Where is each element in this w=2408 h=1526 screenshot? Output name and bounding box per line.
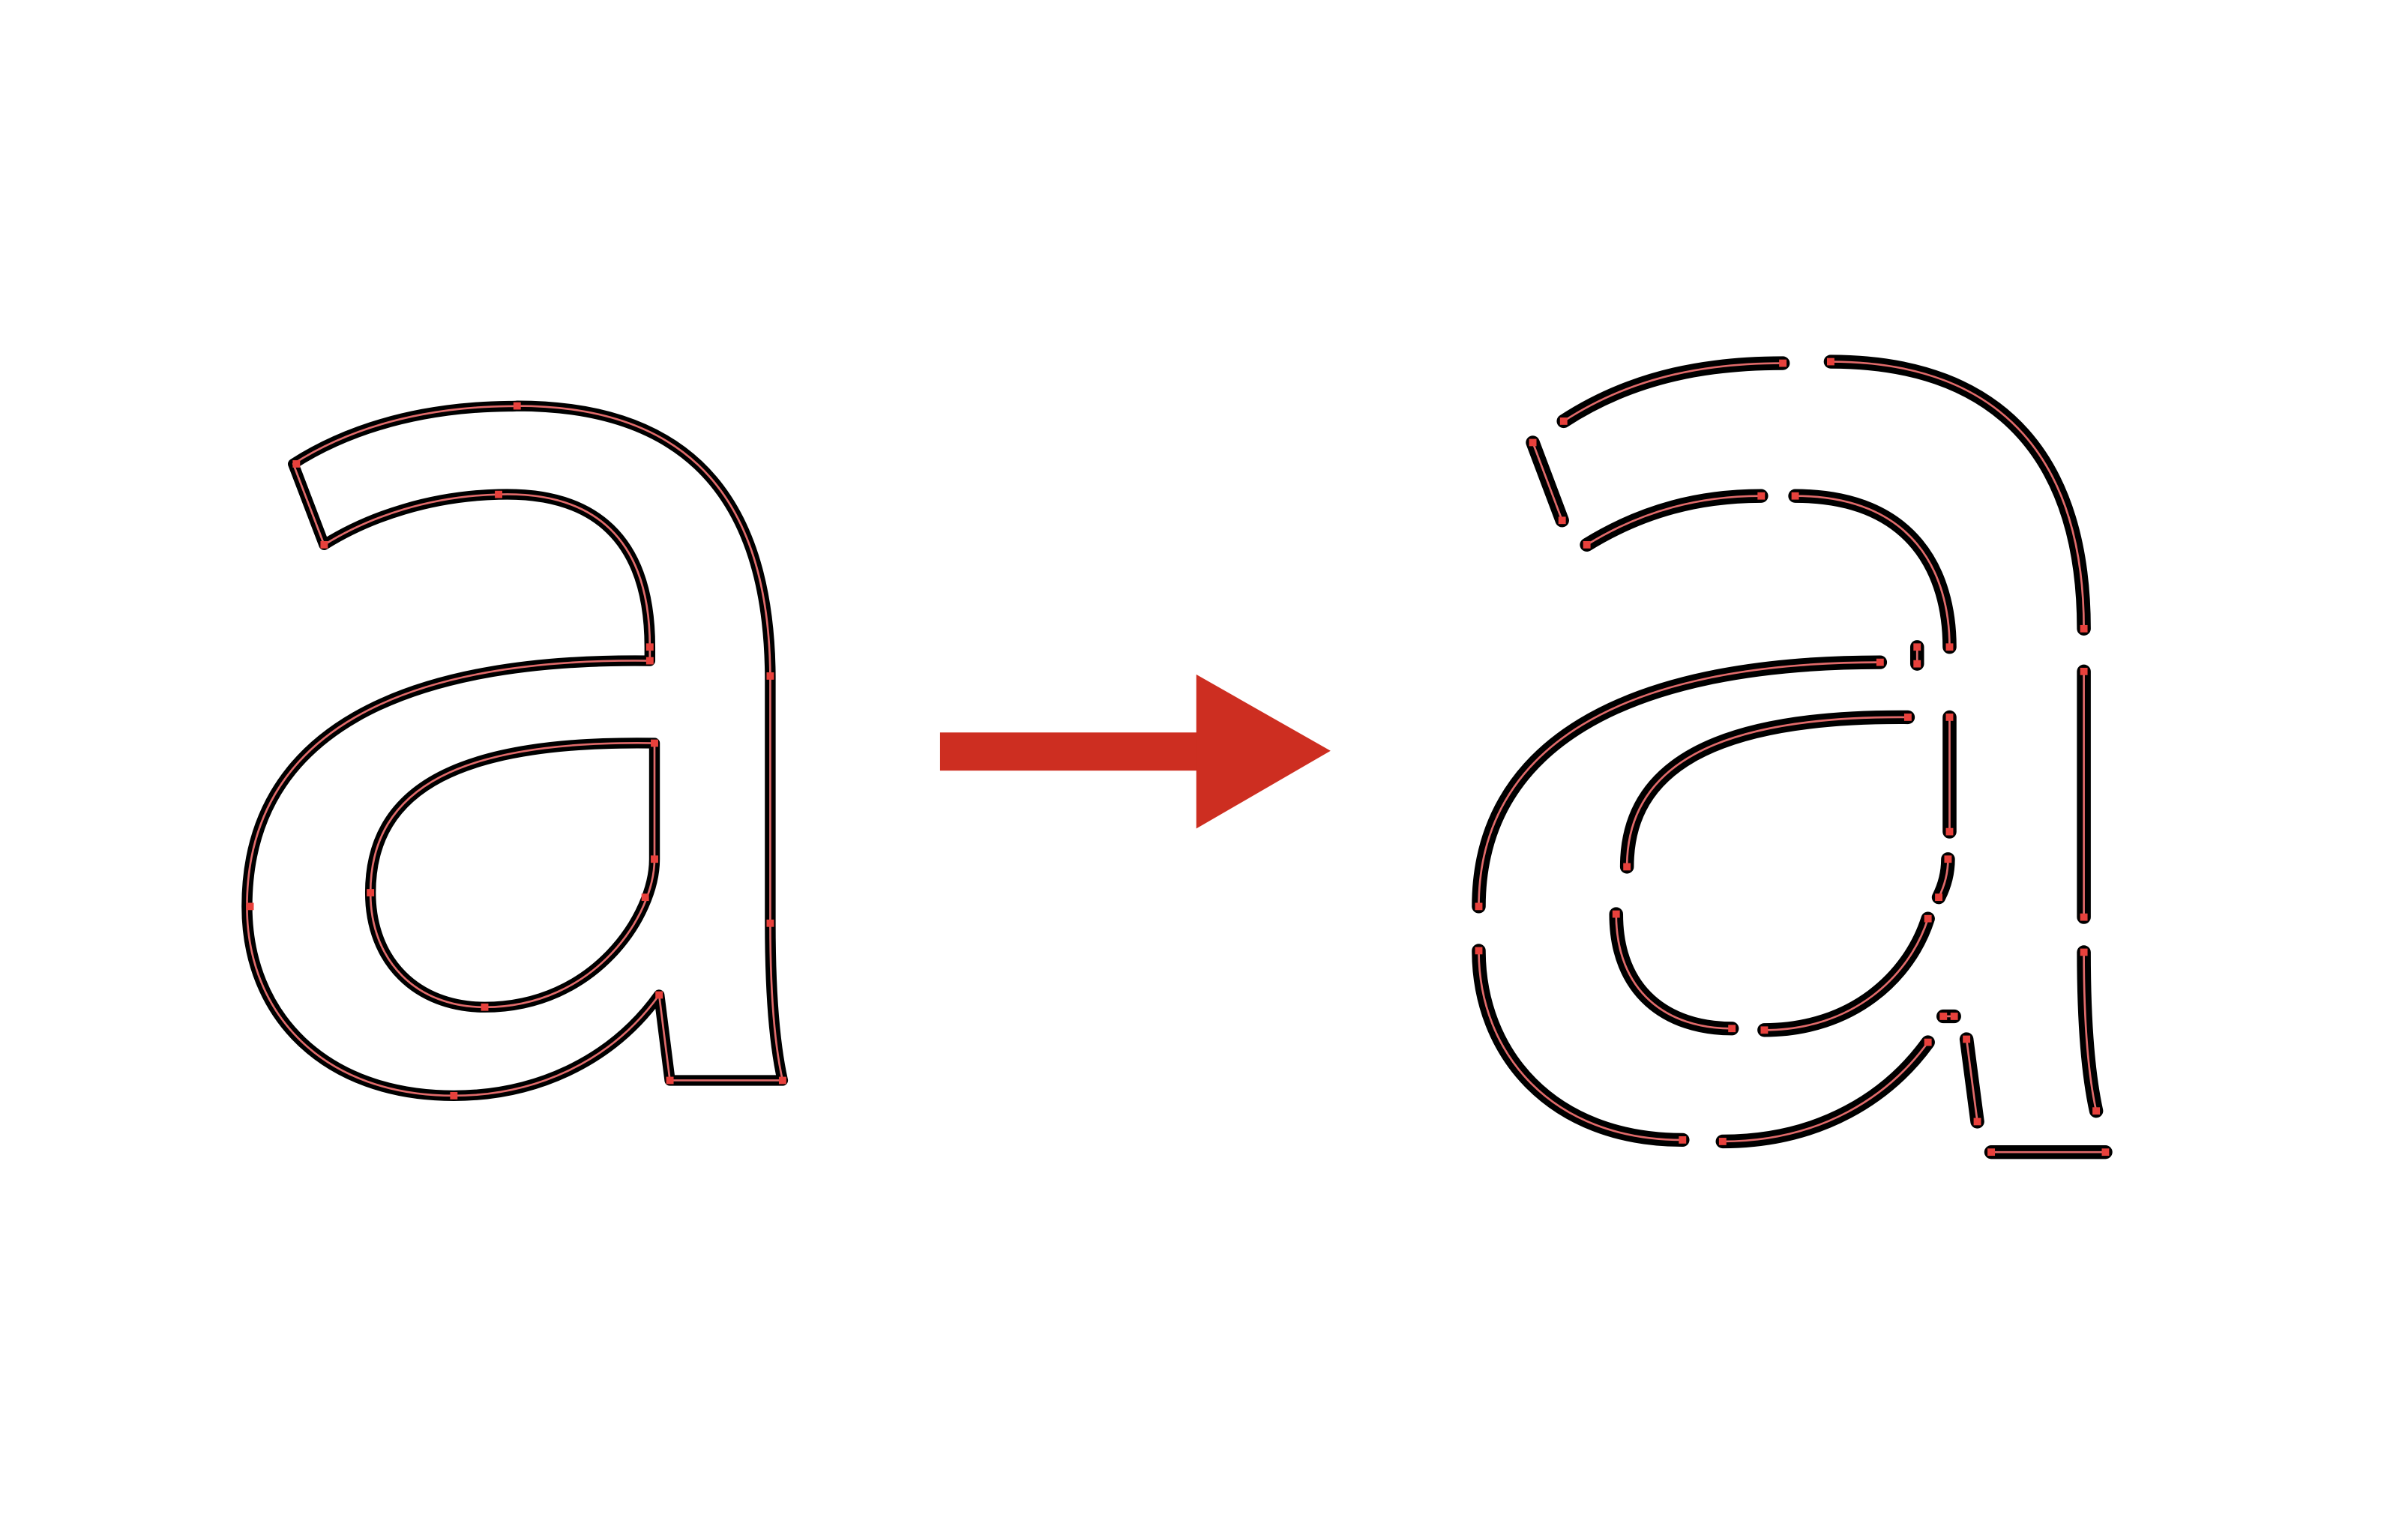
dash-segment — [1580, 489, 1769, 552]
dash-segment — [1931, 852, 1955, 905]
result-anchor-point — [1963, 1035, 1971, 1043]
source-anchor-point — [651, 855, 658, 863]
source-anchor-point — [645, 643, 654, 651]
result-anchor-point — [1612, 910, 1620, 918]
result-anchor-point — [1903, 714, 1912, 721]
result-anchor-point — [1529, 438, 1537, 447]
result-anchor-point — [1987, 1148, 1996, 1156]
right-arrow-icon — [939, 674, 1331, 829]
dash-segment — [2077, 945, 2104, 1118]
dash-segment — [1526, 435, 1569, 528]
result-anchor-point — [1718, 1138, 1727, 1145]
result-anchor-point — [1475, 947, 1483, 955]
dash-segment — [1619, 710, 1915, 874]
result-anchor-point — [1583, 540, 1591, 549]
result-anchor-point — [1924, 1038, 1932, 1046]
result-anchor-point — [1679, 1136, 1687, 1144]
result-glyph-dashed-outline — [1472, 355, 2113, 1159]
result-anchor-point — [1939, 1013, 1948, 1020]
source-anchor-point — [450, 1091, 458, 1100]
dash-segment — [1472, 944, 1690, 1147]
source-anchor-point — [766, 672, 774, 680]
result-anchor-point — [1945, 827, 1954, 836]
result-anchor-point — [1760, 1026, 1769, 1034]
result-anchor-point — [1913, 660, 1921, 668]
source-anchor-point — [651, 739, 658, 747]
result-anchor-point — [1944, 855, 1952, 863]
result-anchor-point — [1475, 902, 1483, 911]
dash-segment — [1472, 655, 1888, 914]
source-anchor-point — [495, 490, 502, 498]
result-anchor-point — [1945, 714, 1954, 721]
result-anchor-point — [1876, 658, 1884, 666]
result-anchor-point — [2080, 624, 2088, 633]
source-anchor-point — [641, 893, 649, 902]
dash-segment — [1757, 911, 1935, 1037]
result-anchor-point — [1827, 358, 1834, 366]
source-anchor-point — [766, 919, 774, 927]
source-anchor-point — [666, 1076, 674, 1085]
dash-segment — [1823, 355, 2091, 636]
source-glyph-anchor-points — [246, 402, 786, 1100]
result-anchor-point — [1973, 1118, 1981, 1126]
result-anchor-point — [2080, 948, 2088, 956]
result-anchor-point — [1779, 359, 1787, 367]
source-anchor-point — [645, 657, 654, 665]
result-anchor-point — [1791, 492, 1799, 500]
source-anchor-point — [655, 991, 663, 999]
result-anchor-point — [1945, 643, 1954, 651]
dash-segment — [1959, 1032, 1984, 1129]
source-anchor-point — [246, 902, 254, 911]
dash-segment — [1609, 907, 1739, 1036]
source-anchor-point — [320, 540, 328, 549]
source-anchor-point — [778, 1076, 786, 1085]
result-anchor-point — [1728, 1025, 1736, 1033]
source-anchor-point — [367, 889, 375, 896]
result-anchor-point — [2080, 913, 2088, 921]
result-anchor-point — [1757, 492, 1766, 500]
dash-segment — [1788, 489, 1957, 654]
result-anchor-point — [1913, 643, 1921, 651]
result-anchor-point — [1935, 893, 1943, 902]
result-anchor-point — [1924, 914, 1932, 923]
result-anchor-point — [1950, 1013, 1958, 1020]
result-anchor-point — [2101, 1148, 2110, 1156]
dash-segment — [1556, 356, 1790, 429]
result-glyph-anchor-points — [1475, 358, 2110, 1156]
source-glyph-outline — [247, 406, 782, 1096]
result-anchor-point — [2080, 667, 2088, 675]
source-anchor-point — [292, 460, 301, 468]
result-anchor-point — [1559, 417, 1568, 425]
result-anchor-point — [1623, 863, 1631, 871]
result-anchor-point — [1558, 516, 1566, 525]
source-anchor-point — [513, 402, 521, 410]
dash-segment — [1715, 1035, 1935, 1149]
source-anchor-point — [481, 1003, 489, 1011]
result-anchor-point — [2092, 1107, 2101, 1115]
